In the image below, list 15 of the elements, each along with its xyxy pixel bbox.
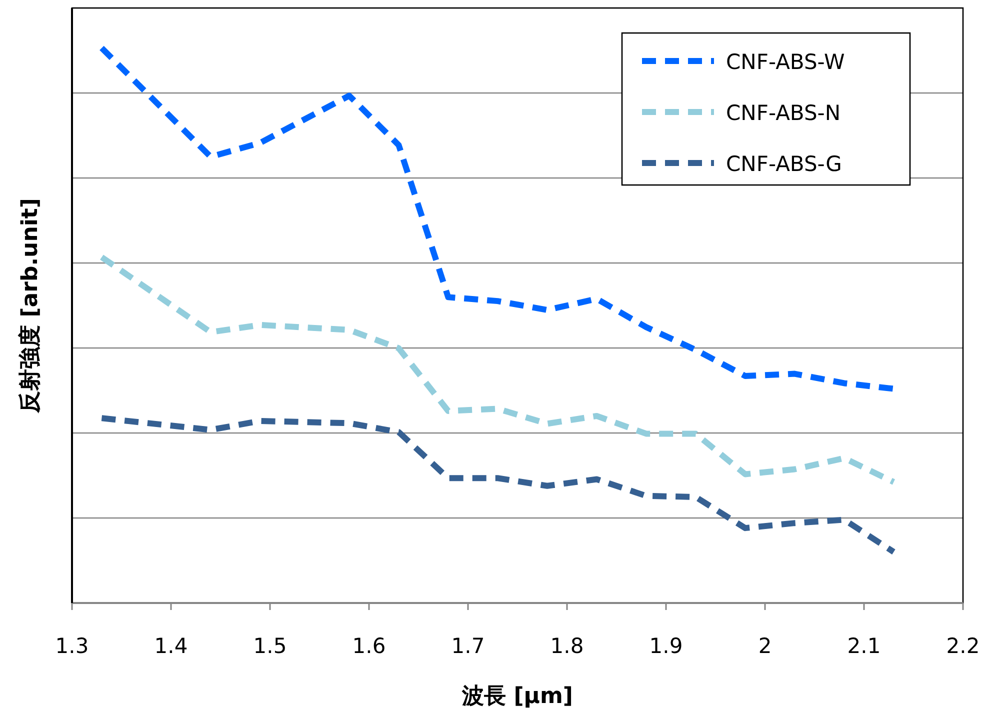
- x-tick-label: 1.3: [55, 634, 89, 658]
- x-tick-label: 2.2: [946, 634, 980, 658]
- x-tick-label: 1.7: [451, 634, 485, 658]
- x-tick-label: 2: [758, 634, 772, 658]
- x-axis-title: 波長 [μm]: [461, 684, 573, 709]
- x-tick-label: 1.8: [550, 634, 584, 658]
- legend-label: CNF-ABS-W: [726, 50, 846, 74]
- x-tick-label: 2.1: [847, 634, 881, 658]
- y-axis-title: 反射強度 [arb.unit]: [17, 198, 43, 414]
- x-tick-label: 1.9: [649, 634, 683, 658]
- x-tick-label: 1.6: [352, 634, 386, 658]
- legend-label: CNF-ABS-N: [726, 101, 841, 125]
- x-tick-label: 1.5: [253, 634, 287, 658]
- x-tick-label: 1.4: [154, 634, 188, 658]
- legend-label: CNF-ABS-G: [726, 152, 842, 176]
